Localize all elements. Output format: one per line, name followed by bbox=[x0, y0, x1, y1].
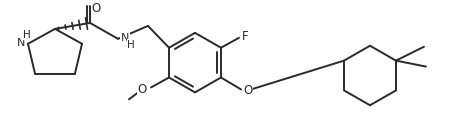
Text: O: O bbox=[92, 2, 101, 14]
Text: F: F bbox=[242, 30, 248, 43]
Text: N: N bbox=[121, 33, 129, 43]
Text: H: H bbox=[127, 40, 135, 50]
Text: O: O bbox=[243, 84, 253, 97]
Text: N: N bbox=[17, 38, 25, 48]
Text: O: O bbox=[137, 83, 147, 96]
Text: H: H bbox=[23, 30, 31, 40]
